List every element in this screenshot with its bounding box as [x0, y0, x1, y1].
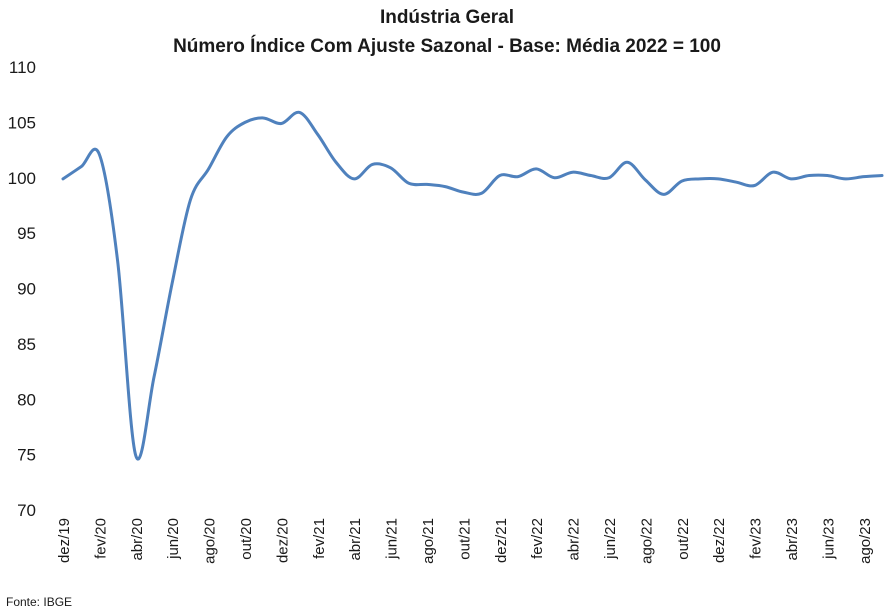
x-tick-label: jun/21	[384, 518, 401, 560]
y-tick-label: 80	[17, 390, 36, 409]
x-tick-label: out/22	[675, 518, 692, 560]
source-note: Fonte: IBGE	[6, 595, 72, 609]
x-tick-label: abr/23	[784, 518, 801, 561]
x-tick-label: jun/22	[602, 518, 619, 560]
chart-title: Indústria Geral	[380, 7, 514, 28]
x-tick-label: ago/20	[202, 518, 219, 564]
x-tick-label: dez/21	[493, 518, 510, 563]
y-tick-label: 110	[9, 58, 36, 77]
y-tick-label: 100	[8, 169, 36, 188]
y-tick-label: 70	[17, 501, 36, 520]
x-tick-label: jun/20	[165, 518, 182, 560]
x-tick-label: abr/22	[566, 518, 583, 561]
x-tick-label: fev/21	[311, 518, 328, 559]
y-axis: 70 75 80 85 90 95 100 105 110	[8, 58, 36, 520]
y-tick-label: 85	[17, 335, 36, 354]
y-tick-label: 95	[17, 224, 36, 243]
chart-subtitle: Número Índice Com Ajuste Sazonal - Base:…	[173, 35, 721, 57]
y-tick-label: 90	[17, 280, 36, 299]
x-tick-label: dez/19	[56, 518, 73, 563]
x-tick-label: dez/20	[274, 518, 291, 563]
x-tick-label: dez/22	[711, 518, 728, 563]
x-tick-label: ago/23	[857, 518, 874, 564]
series-line	[61, 110, 884, 461]
x-tick-label: abr/21	[347, 518, 364, 561]
y-tick-label: 75	[17, 446, 36, 465]
x-tick-label: fev/20	[92, 518, 109, 559]
x-tick-label: fev/23	[748, 518, 765, 559]
x-tick-label: out/21	[456, 518, 473, 560]
x-tick-label: ago/22	[638, 518, 655, 564]
x-tick-label: abr/20	[129, 518, 146, 561]
x-axis: dez/19 fev/20 abr/20 jun/20 ago/20 out/20 dez/…	[56, 518, 874, 564]
x-tick-label: fev/22	[529, 518, 546, 559]
x-tick-label: out/20	[238, 518, 255, 560]
y-tick-label: 105	[8, 113, 36, 132]
x-tick-label: jun/23	[820, 518, 837, 560]
x-tick-label: ago/21	[420, 518, 437, 564]
